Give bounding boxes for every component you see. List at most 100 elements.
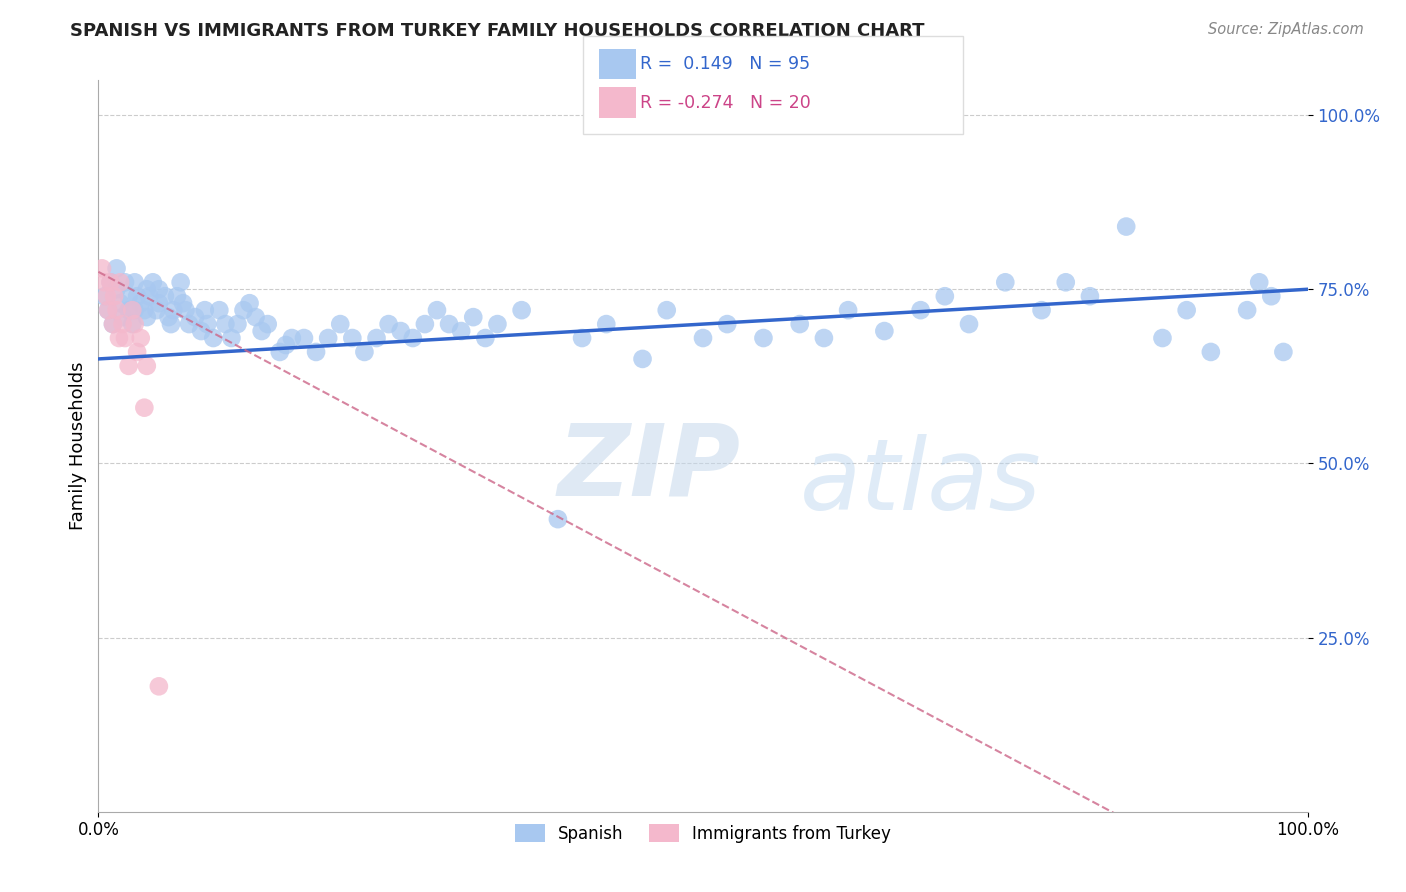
Text: Source: ZipAtlas.com: Source: ZipAtlas.com xyxy=(1208,22,1364,37)
Point xyxy=(169,275,191,289)
Point xyxy=(474,331,496,345)
Point xyxy=(134,401,156,415)
Point xyxy=(114,275,136,289)
Point xyxy=(1260,289,1282,303)
Point xyxy=(377,317,399,331)
Point xyxy=(179,317,201,331)
Point xyxy=(402,331,425,345)
Point xyxy=(316,331,339,345)
Point xyxy=(437,317,460,331)
Point xyxy=(148,679,170,693)
Point xyxy=(1236,303,1258,318)
Point xyxy=(226,317,249,331)
Point xyxy=(353,345,375,359)
Point xyxy=(1175,303,1198,318)
Point xyxy=(121,317,143,331)
Point xyxy=(342,331,364,345)
Point xyxy=(463,310,485,325)
Point xyxy=(595,317,617,331)
Point xyxy=(510,303,533,318)
Point xyxy=(281,331,304,345)
Point xyxy=(450,324,472,338)
Point xyxy=(111,317,134,331)
Point xyxy=(103,289,125,303)
Point xyxy=(655,303,678,318)
Point xyxy=(1054,275,1077,289)
Point xyxy=(157,310,180,325)
Point xyxy=(274,338,297,352)
Point xyxy=(118,359,141,373)
Point xyxy=(96,289,118,303)
Point xyxy=(174,303,197,318)
Point xyxy=(631,351,654,366)
Point xyxy=(413,317,436,331)
Point xyxy=(100,275,122,289)
Point xyxy=(1115,219,1137,234)
Point xyxy=(202,331,225,345)
Point xyxy=(873,324,896,338)
Point xyxy=(145,303,167,318)
Point xyxy=(97,303,120,318)
Point xyxy=(108,331,131,345)
Legend: Spanish, Immigrants from Turkey: Spanish, Immigrants from Turkey xyxy=(506,816,900,851)
Point xyxy=(1199,345,1222,359)
Point xyxy=(153,289,176,303)
Point xyxy=(692,331,714,345)
Point xyxy=(910,303,932,318)
Point xyxy=(121,303,143,318)
Text: R =  0.149   N = 95: R = 0.149 N = 95 xyxy=(640,55,810,73)
Point xyxy=(389,324,412,338)
Point xyxy=(105,303,128,318)
Point xyxy=(214,317,236,331)
Point xyxy=(426,303,449,318)
Point xyxy=(101,317,124,331)
Point xyxy=(934,289,956,303)
Point xyxy=(190,324,212,338)
Point xyxy=(162,303,184,318)
Point xyxy=(269,345,291,359)
Point xyxy=(208,303,231,318)
Point xyxy=(118,289,141,303)
Point xyxy=(194,303,217,318)
Point xyxy=(129,331,152,345)
Point xyxy=(135,282,157,296)
Point xyxy=(195,317,218,331)
Point xyxy=(256,317,278,331)
Point xyxy=(245,310,267,325)
Point xyxy=(837,303,859,318)
Text: SPANISH VS IMMIGRANTS FROM TURKEY FAMILY HOUSEHOLDS CORRELATION CHART: SPANISH VS IMMIGRANTS FROM TURKEY FAMILY… xyxy=(70,22,925,40)
Point xyxy=(91,261,114,276)
Point xyxy=(547,512,569,526)
Point xyxy=(101,317,124,331)
Point xyxy=(142,275,165,289)
Point xyxy=(366,331,388,345)
Point xyxy=(752,331,775,345)
Point xyxy=(97,303,120,318)
Point xyxy=(172,296,194,310)
Point xyxy=(486,317,509,331)
Point xyxy=(789,317,811,331)
Text: R = -0.274   N = 20: R = -0.274 N = 20 xyxy=(640,94,810,112)
Point xyxy=(134,303,156,318)
Point xyxy=(114,331,136,345)
Point xyxy=(292,331,315,345)
Point xyxy=(105,282,128,296)
Point xyxy=(127,289,149,303)
Point xyxy=(108,296,131,310)
Text: atlas: atlas xyxy=(800,434,1042,531)
Point xyxy=(111,310,134,325)
Point xyxy=(813,331,835,345)
Point xyxy=(957,317,980,331)
Point xyxy=(138,289,160,303)
Point xyxy=(124,317,146,331)
Point xyxy=(93,275,115,289)
Point xyxy=(160,317,183,331)
Point xyxy=(184,310,207,325)
Point xyxy=(221,331,243,345)
Point xyxy=(127,345,149,359)
Point xyxy=(148,282,170,296)
Point xyxy=(994,275,1017,289)
Point xyxy=(1272,345,1295,359)
Point xyxy=(1152,331,1174,345)
Point xyxy=(239,296,262,310)
